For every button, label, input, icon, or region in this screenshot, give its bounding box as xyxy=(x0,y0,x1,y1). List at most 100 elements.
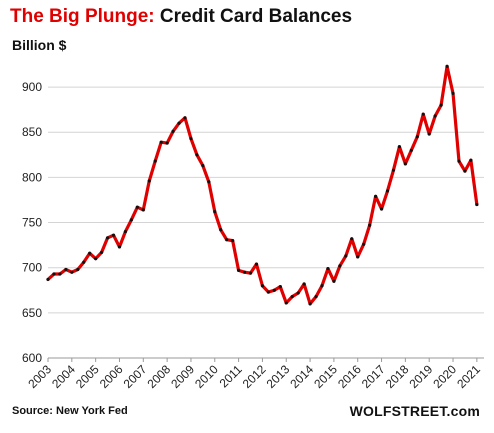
data-point xyxy=(70,270,74,274)
data-point xyxy=(445,64,449,68)
x-tick-label: 2004 xyxy=(49,362,78,391)
data-point xyxy=(308,302,312,306)
x-tick-label: 2008 xyxy=(144,362,173,391)
data-point xyxy=(332,279,336,283)
x-tick-label: 2003 xyxy=(25,362,54,391)
data-point xyxy=(58,272,62,276)
data-point xyxy=(82,260,86,264)
x-tick-label: 2012 xyxy=(240,362,269,391)
data-point xyxy=(344,254,348,258)
y-tick-label: 850 xyxy=(22,125,42,139)
data-point xyxy=(451,91,455,96)
data-point xyxy=(165,141,169,145)
x-tick-label: 2009 xyxy=(168,362,197,391)
data-point xyxy=(111,233,116,237)
x-tick-label: 2017 xyxy=(359,362,388,391)
data-point xyxy=(379,207,384,211)
x-tick-label: 2013 xyxy=(264,362,293,391)
data-point xyxy=(153,159,157,163)
data-point xyxy=(189,136,193,141)
x-tick-label: 2016 xyxy=(335,362,364,391)
data-point xyxy=(469,158,473,162)
data-point xyxy=(254,262,259,266)
data-point xyxy=(123,229,128,234)
data-point xyxy=(237,268,241,273)
data-point xyxy=(135,205,139,209)
data-point xyxy=(290,294,294,299)
data-point xyxy=(403,162,407,166)
data-point xyxy=(225,238,229,242)
data-point xyxy=(219,228,223,232)
data-point xyxy=(171,129,175,133)
data-point xyxy=(338,264,342,268)
data-point xyxy=(46,277,50,282)
data-point xyxy=(147,179,151,183)
chart-title: The Big Plunge: Credit Card Balances xyxy=(10,6,352,28)
x-tick-label: 2010 xyxy=(192,362,221,391)
data-point xyxy=(433,114,437,118)
chart-title-highlight: The Big Plunge: xyxy=(10,6,155,27)
source-note: Source: New York Fed xyxy=(12,405,128,417)
data-point xyxy=(397,145,402,149)
data-point xyxy=(94,257,98,261)
x-tick-label: 2015 xyxy=(311,362,340,391)
x-tick-label: 2020 xyxy=(430,362,459,391)
x-tick-label: 2006 xyxy=(97,362,126,391)
data-point xyxy=(76,267,80,272)
data-point xyxy=(350,237,354,241)
data-point xyxy=(231,239,235,243)
data-point xyxy=(463,169,467,173)
data-point xyxy=(64,267,68,272)
x-tick-label: 2018 xyxy=(383,362,412,391)
series-credit-card-balances xyxy=(46,64,479,306)
chart-title-main: Credit Card Balances xyxy=(154,6,353,27)
x-tick-label: 2005 xyxy=(73,362,102,391)
data-point xyxy=(421,112,425,116)
data-point xyxy=(409,148,413,152)
x-axis: 2003200420052006200720082009201020112012… xyxy=(25,357,484,391)
y-tick-label: 650 xyxy=(22,306,42,320)
x-tick-label: 2014 xyxy=(287,362,316,391)
data-point xyxy=(207,180,211,184)
data-point xyxy=(129,218,133,222)
y-axis-label: Billion $ xyxy=(12,37,67,53)
data-point xyxy=(284,301,288,305)
x-tick-label: 2011 xyxy=(217,362,245,390)
data-point xyxy=(117,245,122,249)
data-point xyxy=(368,223,372,227)
y-tick-label: 600 xyxy=(22,351,42,365)
data-point xyxy=(52,272,56,276)
data-point xyxy=(248,271,253,275)
data-point xyxy=(260,284,265,288)
data-point xyxy=(266,290,270,294)
x-tick-label: 2019 xyxy=(407,362,436,391)
data-point xyxy=(105,236,110,240)
y-tick-label: 750 xyxy=(22,216,42,230)
data-point xyxy=(177,121,181,125)
data-point xyxy=(100,250,104,254)
data-point xyxy=(272,288,276,292)
data-point xyxy=(213,210,217,214)
x-tick-label: 2021 xyxy=(454,362,483,391)
data-point xyxy=(320,284,324,288)
data-point xyxy=(457,159,461,163)
data-point xyxy=(373,194,378,198)
data-point xyxy=(415,135,419,139)
data-point xyxy=(278,285,282,289)
data-point xyxy=(159,140,163,144)
y-tick-label: 700 xyxy=(22,261,42,275)
data-point xyxy=(475,202,479,207)
data-point xyxy=(195,153,199,157)
y-tick-label: 800 xyxy=(22,170,42,184)
data-point xyxy=(326,267,330,271)
y-axis-ticks: 600 650 700 750 800 850 900 xyxy=(22,80,42,365)
y-tick-label: 900 xyxy=(22,80,42,94)
data-point xyxy=(242,270,247,274)
data-point xyxy=(296,291,300,295)
data-point xyxy=(88,251,92,255)
data-point xyxy=(356,255,360,259)
data-point xyxy=(141,208,145,212)
data-point xyxy=(314,294,318,299)
data-point xyxy=(201,164,205,168)
